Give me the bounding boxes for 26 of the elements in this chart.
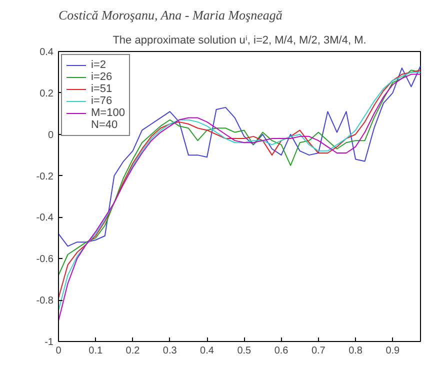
y-tick-label: -0.2 — [36, 171, 54, 182]
chart-title: The approximate solution uⁱ, i=2, M/4, M/2, 3M/4, M. — [112, 34, 366, 46]
x-tick-label: 0.3 — [162, 346, 178, 356]
x-tick-label: 0.4 — [200, 346, 214, 356]
x-tick-label: 0.6 — [274, 346, 289, 356]
y-tick-label: -0.6 — [36, 254, 54, 266]
x-tick-label: 0.5 — [237, 346, 252, 356]
annotation: N=40 — [91, 119, 118, 131]
x-tick-label: 0.1 — [88, 346, 104, 356]
y-tick-label: -0.8 — [36, 296, 54, 307]
x-tick-label: 0.8 — [348, 346, 363, 356]
y-tick-label: 0 — [48, 130, 54, 141]
x-tick-label: 0.7 — [311, 346, 326, 356]
legend-label: i=51 — [91, 83, 112, 95]
x-tick-label: 0.9 — [386, 346, 400, 356]
legend-label: M=100 — [91, 107, 125, 119]
legend-label: i=26 — [91, 71, 112, 83]
legend-label: i=76 — [91, 95, 112, 107]
y-tick-label: 0.4 — [40, 47, 54, 58]
y-tick-label: -0.4 — [36, 212, 54, 224]
y-tick-label: 0.2 — [40, 88, 54, 100]
x-tick-label: 0.2 — [126, 346, 140, 356]
legend-label: i=2 — [91, 59, 107, 71]
y-tick-label: -1 — [44, 337, 54, 348]
text: Costică Moroşanu, Ana - Maria Moşneagă — [58, 8, 283, 22]
x-tick-label: 0 — [56, 346, 62, 356]
